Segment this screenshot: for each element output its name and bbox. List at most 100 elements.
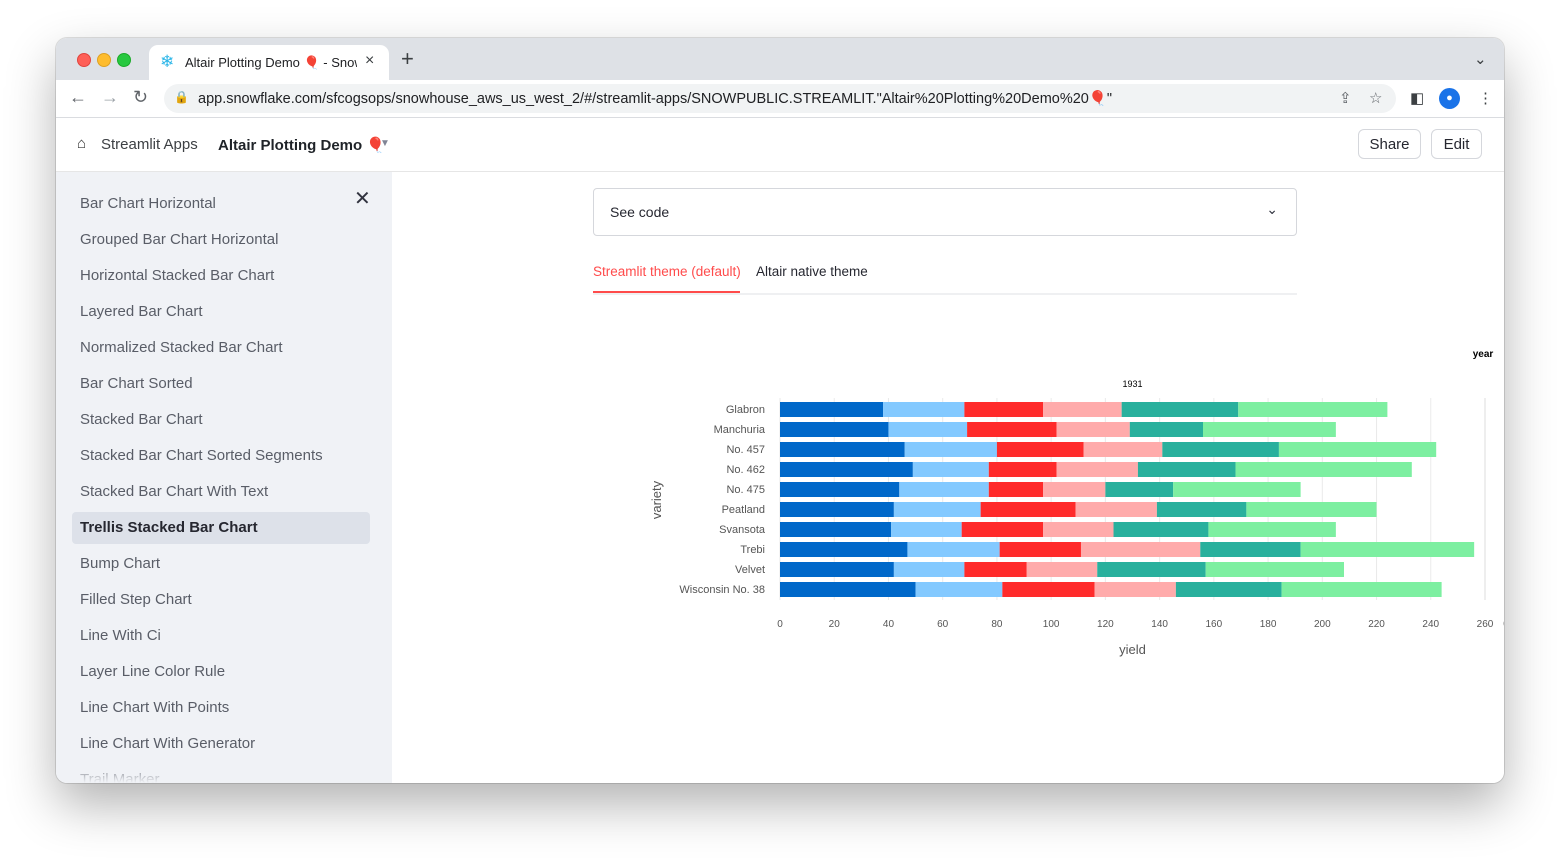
x-tick-label: 160 bbox=[1206, 619, 1223, 630]
share-page-icon[interactable]: ⇪ bbox=[1339, 90, 1352, 107]
bar-segment bbox=[780, 422, 889, 437]
bar-segment bbox=[1173, 482, 1301, 497]
tab-close-icon[interactable]: × bbox=[365, 52, 375, 69]
bar-segment bbox=[780, 582, 916, 597]
bar-segment bbox=[1235, 462, 1412, 477]
sidebar-item[interactable]: Line Chart With Generator bbox=[80, 735, 256, 752]
close-window-button[interactable] bbox=[77, 53, 91, 67]
y-tick-label: No. 457 bbox=[726, 444, 765, 456]
sidebar-item[interactable]: Grouped Bar Chart Horizontal bbox=[80, 231, 279, 248]
bar-segment bbox=[780, 502, 894, 517]
caret-down-icon[interactable]: ▼ bbox=[380, 138, 390, 149]
bar-segment bbox=[899, 482, 989, 497]
y-tick-label: No. 475 bbox=[726, 484, 765, 496]
see-code-expander[interactable]: See code ⌄ bbox=[593, 188, 1297, 236]
sidebar-item[interactable]: Horizontal Stacked Bar Chart bbox=[80, 267, 275, 284]
bar-segment bbox=[999, 542, 1081, 557]
sidebar-item[interactable]: Layer Line Color Rule bbox=[80, 663, 226, 680]
edit-button[interactable]: Edit bbox=[1431, 129, 1482, 159]
bar-segment bbox=[1129, 422, 1203, 437]
bar-segment bbox=[1137, 462, 1236, 477]
x-tick-label: 220 bbox=[1368, 619, 1385, 630]
bar-segment bbox=[1300, 542, 1475, 557]
sidebar-item[interactable]: Bump Chart bbox=[80, 555, 161, 572]
bar-segment bbox=[780, 482, 900, 497]
sidebar-item[interactable]: Trellis Stacked Bar Chart bbox=[72, 512, 370, 544]
bar-segment bbox=[780, 402, 884, 417]
bar-segment bbox=[1156, 502, 1247, 517]
bar-segment bbox=[1246, 502, 1377, 517]
sidebar-item[interactable]: Normalized Stacked Bar Chart bbox=[80, 339, 283, 356]
maximize-window-button[interactable] bbox=[117, 53, 131, 67]
facet-title: year bbox=[1473, 349, 1494, 360]
side-panel-icon[interactable]: ◧ bbox=[1410, 90, 1425, 107]
sidebar-item[interactable]: Layered Bar Chart bbox=[80, 303, 203, 320]
bar-segment bbox=[1094, 582, 1176, 597]
back-icon[interactable]: ← bbox=[69, 87, 87, 107]
reload-icon[interactable]: ↻ bbox=[133, 87, 149, 107]
bar-segment bbox=[964, 402, 1044, 417]
x-tick-label: 140 bbox=[1151, 619, 1168, 630]
x-tick-label: 40 bbox=[883, 619, 895, 630]
sidebar-item[interactable]: Stacked Bar Chart Sorted Segments bbox=[80, 447, 323, 464]
forward-icon[interactable]: → bbox=[101, 87, 119, 107]
bar-segment bbox=[893, 562, 965, 577]
bar-segment bbox=[1113, 522, 1209, 537]
browser-menu-icon[interactable]: ⋮ bbox=[1478, 90, 1493, 107]
x-tick-label: 80 bbox=[991, 619, 1003, 630]
sidebar-item[interactable]: Bar Chart Sorted bbox=[80, 375, 193, 392]
bar-segment bbox=[912, 462, 989, 477]
y-tick-label: Manchuria bbox=[714, 424, 766, 436]
breadcrumb[interactable]: Streamlit Apps bbox=[101, 136, 198, 153]
y-tick-label: Trebi bbox=[740, 544, 765, 556]
bar-segment bbox=[1200, 542, 1301, 557]
address-bar[interactable]: 🔒 app.snowflake.com/sfcogsops/snowhouse_… bbox=[164, 84, 1396, 113]
bar-segment bbox=[907, 542, 1000, 557]
minimize-window-button[interactable] bbox=[97, 53, 111, 67]
share-button[interactable]: Share bbox=[1358, 129, 1421, 159]
bar-segment bbox=[1043, 402, 1122, 417]
bar-segment bbox=[1075, 502, 1157, 517]
main-content: See code ⌄ Streamlit theme (default) Alt… bbox=[392, 172, 1504, 783]
bar-segment bbox=[1208, 522, 1336, 537]
tab-title: Altair Plotting Demo 🎈 - Snowflake bbox=[185, 55, 357, 70]
bar-segment bbox=[1175, 582, 1282, 597]
bar-segment bbox=[988, 482, 1044, 497]
app-header: ⌂ Streamlit Apps Altair Plotting Demo 🎈 … bbox=[56, 118, 1504, 172]
browser-tab[interactable]: ❄ Altair Plotting Demo 🎈 - Snowflake × bbox=[149, 45, 389, 80]
x-tick-label: 180 bbox=[1260, 619, 1277, 630]
y-tick-label: Glabron bbox=[726, 404, 765, 416]
y-tick-label: Wisconsin No. 38 bbox=[679, 584, 765, 596]
x-tick-label: 240 bbox=[1422, 619, 1439, 630]
sidebar-item[interactable]: Bar Chart Horizontal bbox=[80, 195, 216, 212]
bar-segment bbox=[904, 442, 997, 457]
new-tab-button[interactable]: + bbox=[401, 46, 414, 71]
sidebar-item[interactable]: Stacked Bar Chart With Text bbox=[80, 483, 269, 500]
bar-segment bbox=[1080, 542, 1201, 557]
sidebar-item[interactable]: Line With Ci bbox=[80, 627, 161, 644]
profile-avatar[interactable]: ● bbox=[1439, 88, 1460, 109]
tab-altair-native-theme[interactable]: Altair native theme bbox=[756, 264, 868, 279]
bar-segment bbox=[888, 422, 968, 437]
bar-segment bbox=[1238, 402, 1388, 417]
bar-segment bbox=[980, 502, 1076, 517]
bar-segment bbox=[1083, 442, 1163, 457]
bookmark-star-icon[interactable]: ☆ bbox=[1369, 90, 1383, 107]
sidebar-item[interactable]: Stacked Bar Chart bbox=[80, 411, 203, 428]
y-tick-label: Peatland bbox=[722, 504, 765, 516]
bar-segment bbox=[1002, 582, 1095, 597]
bar-segment bbox=[1205, 562, 1344, 577]
sidebar: ✕ Bar Chart Horizontal Grouped Bar Chart … bbox=[56, 172, 392, 783]
sidebar-item[interactable]: Line Chart With Points bbox=[80, 699, 230, 716]
bar-segment bbox=[1056, 422, 1130, 437]
bar-segment bbox=[1105, 482, 1174, 497]
lock-icon: 🔒 bbox=[174, 90, 189, 104]
y-tick-label: Velvet bbox=[735, 564, 765, 576]
sidebar-item[interactable]: Filled Step Chart bbox=[80, 591, 192, 608]
tab-streamlit-theme[interactable]: Streamlit theme (default) bbox=[593, 264, 741, 279]
tab-search-icon[interactable]: ⌄ bbox=[1474, 51, 1487, 68]
bar-segment bbox=[961, 522, 1044, 537]
home-icon[interactable]: ⌂ bbox=[77, 135, 87, 152]
close-icon[interactable]: ✕ bbox=[354, 188, 371, 210]
x-tick-label: 260 bbox=[1477, 619, 1494, 630]
